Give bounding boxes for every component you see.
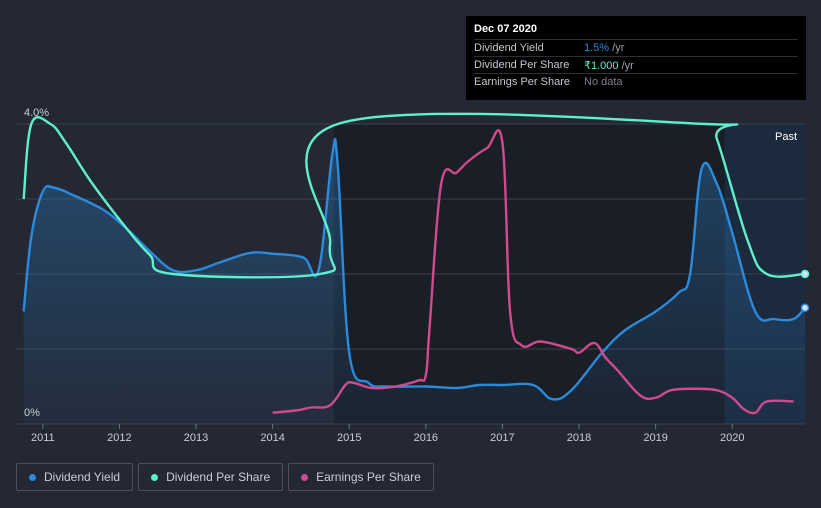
- tooltip: Dec 07 2020 Dividend Yield 1.5% /yr Divi…: [466, 16, 806, 100]
- tooltip-value: 1.5% /yr: [584, 42, 624, 54]
- x-tick-label: 2020: [720, 432, 744, 444]
- x-tick-label: 2017: [490, 432, 514, 444]
- legend-dot-icon: [29, 473, 36, 481]
- x-tick-label: 2011: [31, 432, 55, 444]
- y-tick-label-top: 4.0%: [24, 107, 49, 119]
- legend-item-earnings-per-share[interactable]: Earnings Per Share: [288, 463, 434, 491]
- legend-label: Dividend Per Share: [166, 470, 271, 484]
- x-tick-label: 2013: [184, 432, 208, 444]
- tooltip-value-number: 1.5%: [584, 42, 610, 54]
- past-label: Past: [775, 131, 797, 143]
- legend-label: Earnings Per Share: [316, 470, 421, 484]
- x-tick-label: 2016: [414, 432, 438, 444]
- x-tick-label: 2015: [337, 432, 361, 444]
- tooltip-label: Earnings Per Share: [474, 76, 570, 88]
- dividend-yield-end-marker: [800, 303, 810, 312]
- dividend-per-share-end-marker: [800, 269, 810, 279]
- tooltip-row-earnings-per-share: Earnings Per Share No data: [474, 73, 798, 90]
- dividend-yield-area: [23, 139, 805, 424]
- legend: Dividend Yield Dividend Per Share Earnin…: [16, 463, 434, 491]
- x-axis-ticks: 2011 2012 2013 2014 2015 2016 2017 2018 2019 2020: [31, 424, 744, 444]
- legend-item-dividend-per-share[interactable]: Dividend Per Share: [138, 463, 284, 491]
- tooltip-row-dividend-per-share: Dividend Per Share ₹1.000 /yr: [474, 56, 798, 73]
- tooltip-label: Dividend Yield: [474, 42, 544, 54]
- tooltip-label: Dividend Per Share: [474, 59, 570, 71]
- legend-dot-icon: [151, 473, 159, 481]
- x-tick-label: 2019: [643, 432, 667, 444]
- tooltip-value: No data: [584, 76, 623, 88]
- tooltip-row-dividend-yield: Dividend Yield 1.5% /yr: [474, 39, 798, 56]
- tooltip-value-number: ₹1.000: [584, 59, 619, 72]
- x-tick-label: 2012: [107, 432, 131, 444]
- series-layer: [22, 112, 810, 424]
- tooltip-date: Dec 07 2020: [474, 23, 537, 35]
- legend-item-dividend-yield[interactable]: Dividend Yield: [16, 463, 134, 491]
- y-tick-label-bottom: 0%: [24, 407, 40, 419]
- tooltip-value-unit: /yr: [618, 59, 634, 72]
- earnings-per-share-line: [272, 129, 794, 415]
- x-tick-label: 2018: [567, 432, 591, 444]
- legend-dot-icon: [301, 473, 309, 481]
- tooltip-value-unit: /yr: [609, 42, 625, 54]
- tooltip-value: ₹1.000 /yr: [584, 59, 634, 72]
- dividend-yield-line: [22, 137, 806, 401]
- x-tick-label: 2014: [260, 432, 284, 444]
- dividend-per-share-line: [22, 112, 806, 279]
- tooltip-value-number: No data: [584, 76, 623, 88]
- legend-label: Dividend Yield: [44, 470, 121, 484]
